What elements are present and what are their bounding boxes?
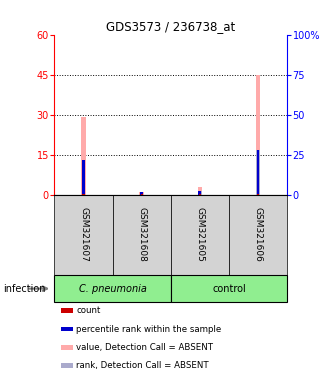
Bar xyxy=(140,192,144,195)
Text: GSM321606: GSM321606 xyxy=(253,207,263,262)
Text: rank, Detection Call = ABSENT: rank, Detection Call = ABSENT xyxy=(76,361,209,370)
Bar xyxy=(61,345,73,350)
Title: GDS3573 / 236738_at: GDS3573 / 236738_at xyxy=(106,20,235,33)
Bar xyxy=(54,195,113,275)
Bar xyxy=(256,74,260,195)
Text: GSM321607: GSM321607 xyxy=(79,207,88,262)
Bar xyxy=(61,363,73,368)
Text: infection: infection xyxy=(3,284,46,294)
Bar xyxy=(81,118,86,195)
Bar xyxy=(229,195,287,275)
Bar xyxy=(198,191,201,195)
Bar xyxy=(61,308,73,313)
Bar xyxy=(256,150,259,195)
Text: GSM321605: GSM321605 xyxy=(195,207,204,262)
Bar xyxy=(139,192,144,195)
Bar xyxy=(141,194,143,195)
Text: percentile rank within the sample: percentile rank within the sample xyxy=(76,324,221,334)
Bar xyxy=(113,195,171,275)
Bar xyxy=(171,195,229,275)
Text: C. pneumonia: C. pneumonia xyxy=(79,284,147,294)
Text: count: count xyxy=(76,306,100,315)
Bar xyxy=(171,275,287,302)
Bar xyxy=(198,191,202,195)
Bar xyxy=(54,275,171,302)
Bar xyxy=(61,326,73,331)
Bar xyxy=(82,159,85,195)
Text: value, Detection Call = ABSENT: value, Detection Call = ABSENT xyxy=(76,343,213,352)
Bar xyxy=(198,187,202,195)
Bar xyxy=(199,194,201,195)
Bar xyxy=(257,194,259,195)
Bar xyxy=(82,159,85,195)
Bar xyxy=(82,194,85,195)
Text: GSM321608: GSM321608 xyxy=(137,207,146,262)
Bar xyxy=(140,192,143,195)
Bar xyxy=(256,150,260,195)
Text: control: control xyxy=(212,284,246,294)
